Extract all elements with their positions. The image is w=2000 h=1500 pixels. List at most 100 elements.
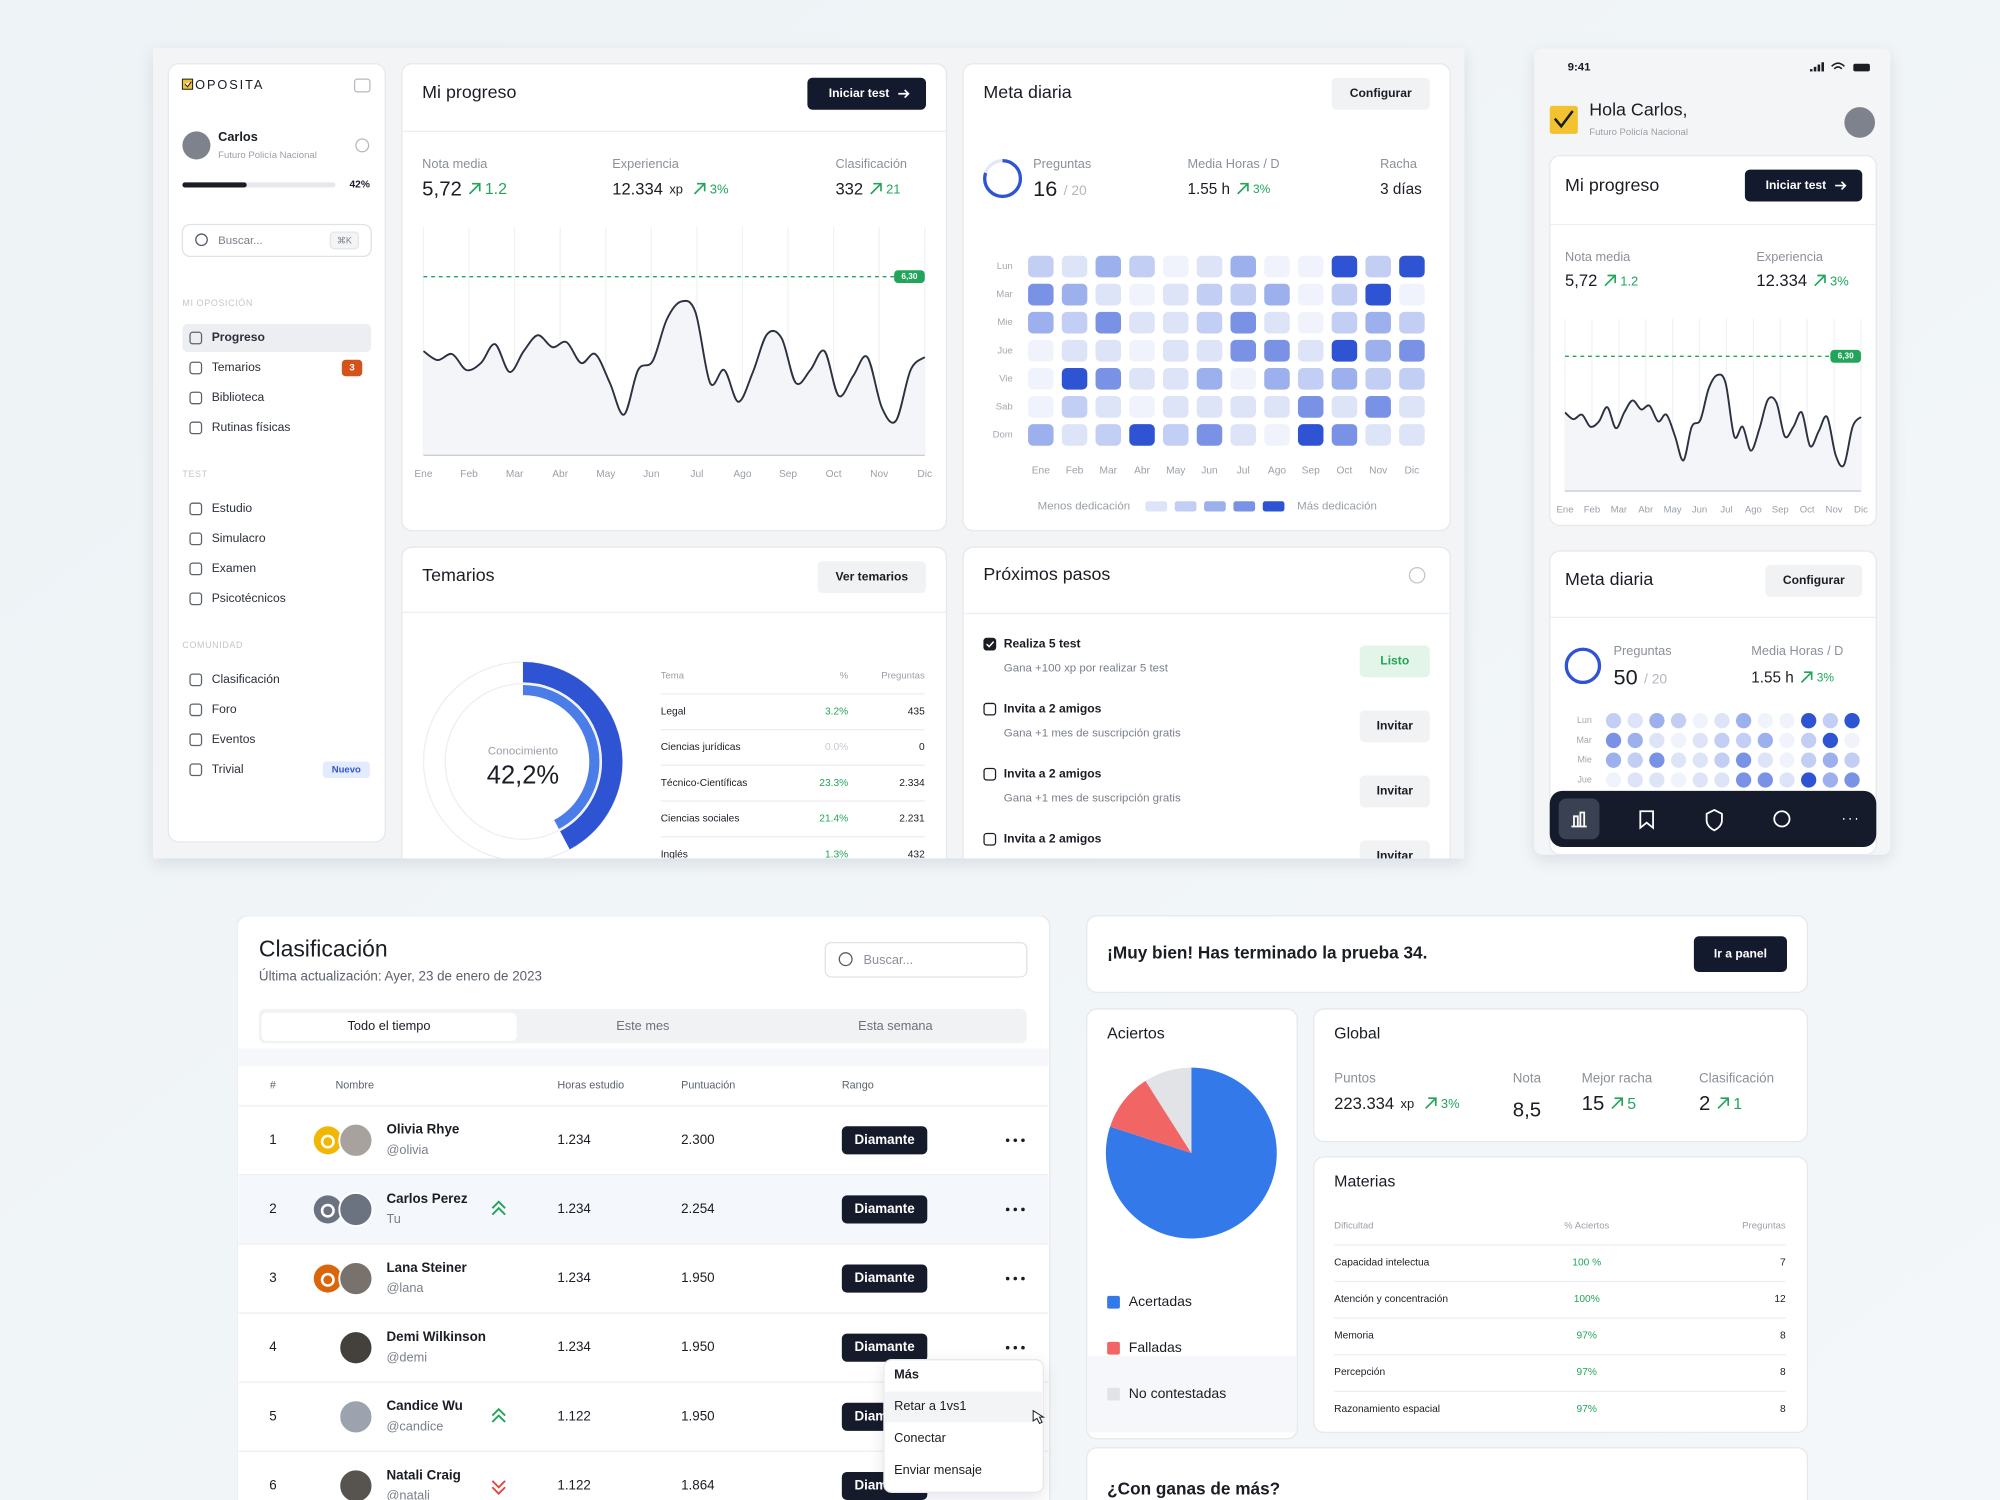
x-tick-label: Nov — [870, 469, 889, 480]
nav-item[interactable]: Rutinas físicas — [212, 420, 291, 434]
battery-icon — [1853, 63, 1870, 72]
stat-value: 5,72 — [422, 178, 462, 200]
button[interactable] — [807, 77, 927, 110]
nav-icon[interactable] — [1639, 810, 1654, 830]
step-action: Invitar — [1377, 784, 1414, 798]
stat-label: Racha — [1380, 156, 1418, 171]
stat-delta: 3% — [1817, 671, 1835, 685]
button[interactable] — [1693, 936, 1787, 972]
nav-item[interactable]: Clasificación — [212, 672, 280, 686]
heat-cell — [1163, 339, 1189, 362]
checkbox[interactable] — [983, 767, 997, 781]
nav-item[interactable]: Temarios — [212, 360, 261, 374]
button[interactable] — [1765, 565, 1863, 597]
rank: 6 — [269, 1478, 276, 1493]
heat-cell — [1061, 311, 1088, 334]
table-cell: Ciencias sociales — [661, 814, 740, 825]
nav-icon[interactable] — [1705, 808, 1723, 832]
legend-swatch — [1233, 501, 1256, 512]
more-dot[interactable] — [1013, 1138, 1018, 1143]
table-cell: 12 — [1774, 1294, 1786, 1305]
heat-dot — [1801, 772, 1817, 788]
button[interactable] — [1744, 169, 1863, 202]
more-dot[interactable] — [1005, 1138, 1010, 1143]
hours: 1.234 — [557, 1132, 591, 1147]
more-dot[interactable] — [1021, 1138, 1025, 1143]
nav-icon[interactable] — [1773, 810, 1791, 828]
more-dot[interactable] — [1013, 1207, 1018, 1212]
checkbox[interactable] — [983, 702, 997, 716]
step-button[interactable] — [1359, 775, 1430, 808]
more-dot[interactable] — [1013, 1345, 1018, 1350]
nav-item[interactable]: Simulacro — [212, 531, 266, 545]
tier-pill — [841, 1126, 928, 1155]
more-dot[interactable] — [1021, 1345, 1025, 1350]
more-dot[interactable] — [1005, 1207, 1010, 1212]
tab[interactable]: Este mes — [616, 1018, 669, 1033]
tab[interactable]: Esta semana — [858, 1018, 933, 1033]
heat-cell — [1264, 311, 1290, 334]
trend-arrow — [870, 182, 882, 195]
menu-item[interactable]: Conectar — [894, 1430, 946, 1445]
menu-item[interactable]: Enviar mensaje — [894, 1462, 982, 1477]
rank: 3 — [269, 1270, 276, 1285]
nav-item[interactable]: Examen — [212, 561, 256, 575]
tab[interactable]: Todo el tiempo — [348, 1018, 431, 1033]
nav-item[interactable]: Progreso — [212, 330, 265, 344]
step-button[interactable] — [1359, 645, 1430, 678]
ring-progress — [983, 159, 1023, 199]
heat-cell — [1061, 396, 1088, 418]
nav-item[interactable]: Psicotécnicos — [212, 591, 286, 605]
legend-swatch — [1107, 1387, 1120, 1401]
heat-dot — [1692, 732, 1708, 749]
heat-dot — [1670, 732, 1687, 749]
more-dot[interactable] — [1013, 1276, 1018, 1281]
card-title: Próximos pasos — [983, 564, 1110, 584]
avatar — [338, 1122, 374, 1158]
menu-item[interactable]: Retar a 1vs1 — [894, 1398, 966, 1413]
nav-item[interactable]: Trivial — [212, 762, 244, 776]
more-dot[interactable] — [1021, 1207, 1025, 1212]
more-dot[interactable] — [1021, 1276, 1025, 1281]
heat-cell — [1264, 283, 1290, 306]
progress-label: 42% — [350, 180, 370, 191]
search-box[interactable] — [824, 941, 1028, 978]
heat-cell — [1196, 283, 1223, 306]
heat-cell — [1365, 283, 1391, 306]
nav-badge — [322, 761, 370, 779]
checkbox[interactable] — [983, 637, 997, 651]
nav-icon[interactable] — [1571, 811, 1587, 828]
heat-cell — [1163, 283, 1189, 306]
nav-item[interactable]: Eventos — [212, 732, 256, 746]
stat-value: 15 — [1582, 1093, 1605, 1115]
stat-label: Nota — [1513, 1071, 1542, 1086]
nav-item[interactable]: Estudio — [212, 501, 253, 515]
step-button[interactable] — [1359, 710, 1430, 743]
greeting: Hola Carlos, — [1589, 100, 1687, 120]
temarios-card — [401, 546, 948, 859]
stat-label: Experiencia — [612, 156, 680, 171]
nav-item[interactable]: Foro — [212, 702, 237, 716]
heat-cell — [1297, 255, 1324, 278]
button-label: Configurar — [1783, 573, 1845, 587]
more-dot[interactable] — [1005, 1276, 1010, 1281]
table-header: % — [840, 671, 849, 682]
step-button[interactable] — [1359, 840, 1430, 873]
table-cell: 8 — [1780, 1331, 1786, 1342]
button[interactable] — [817, 561, 927, 594]
settings-icon[interactable] — [355, 138, 370, 153]
row-label: Mar — [996, 289, 1013, 300]
heat-dot — [1822, 752, 1839, 768]
nav-item[interactable]: Biblioteca — [212, 390, 265, 404]
button[interactable] — [1331, 77, 1430, 110]
trend-arrow — [1425, 1097, 1437, 1110]
stat-label: Mejor racha — [1582, 1071, 1653, 1086]
nav-icon — [189, 502, 203, 516]
more-dot[interactable] — [1005, 1345, 1010, 1350]
card-title: Temarios — [422, 565, 494, 585]
checkbox[interactable] — [983, 832, 997, 846]
heat-dot — [1627, 713, 1643, 729]
search-box[interactable] — [181, 223, 372, 258]
x-tick-label: Dic — [1854, 505, 1868, 516]
